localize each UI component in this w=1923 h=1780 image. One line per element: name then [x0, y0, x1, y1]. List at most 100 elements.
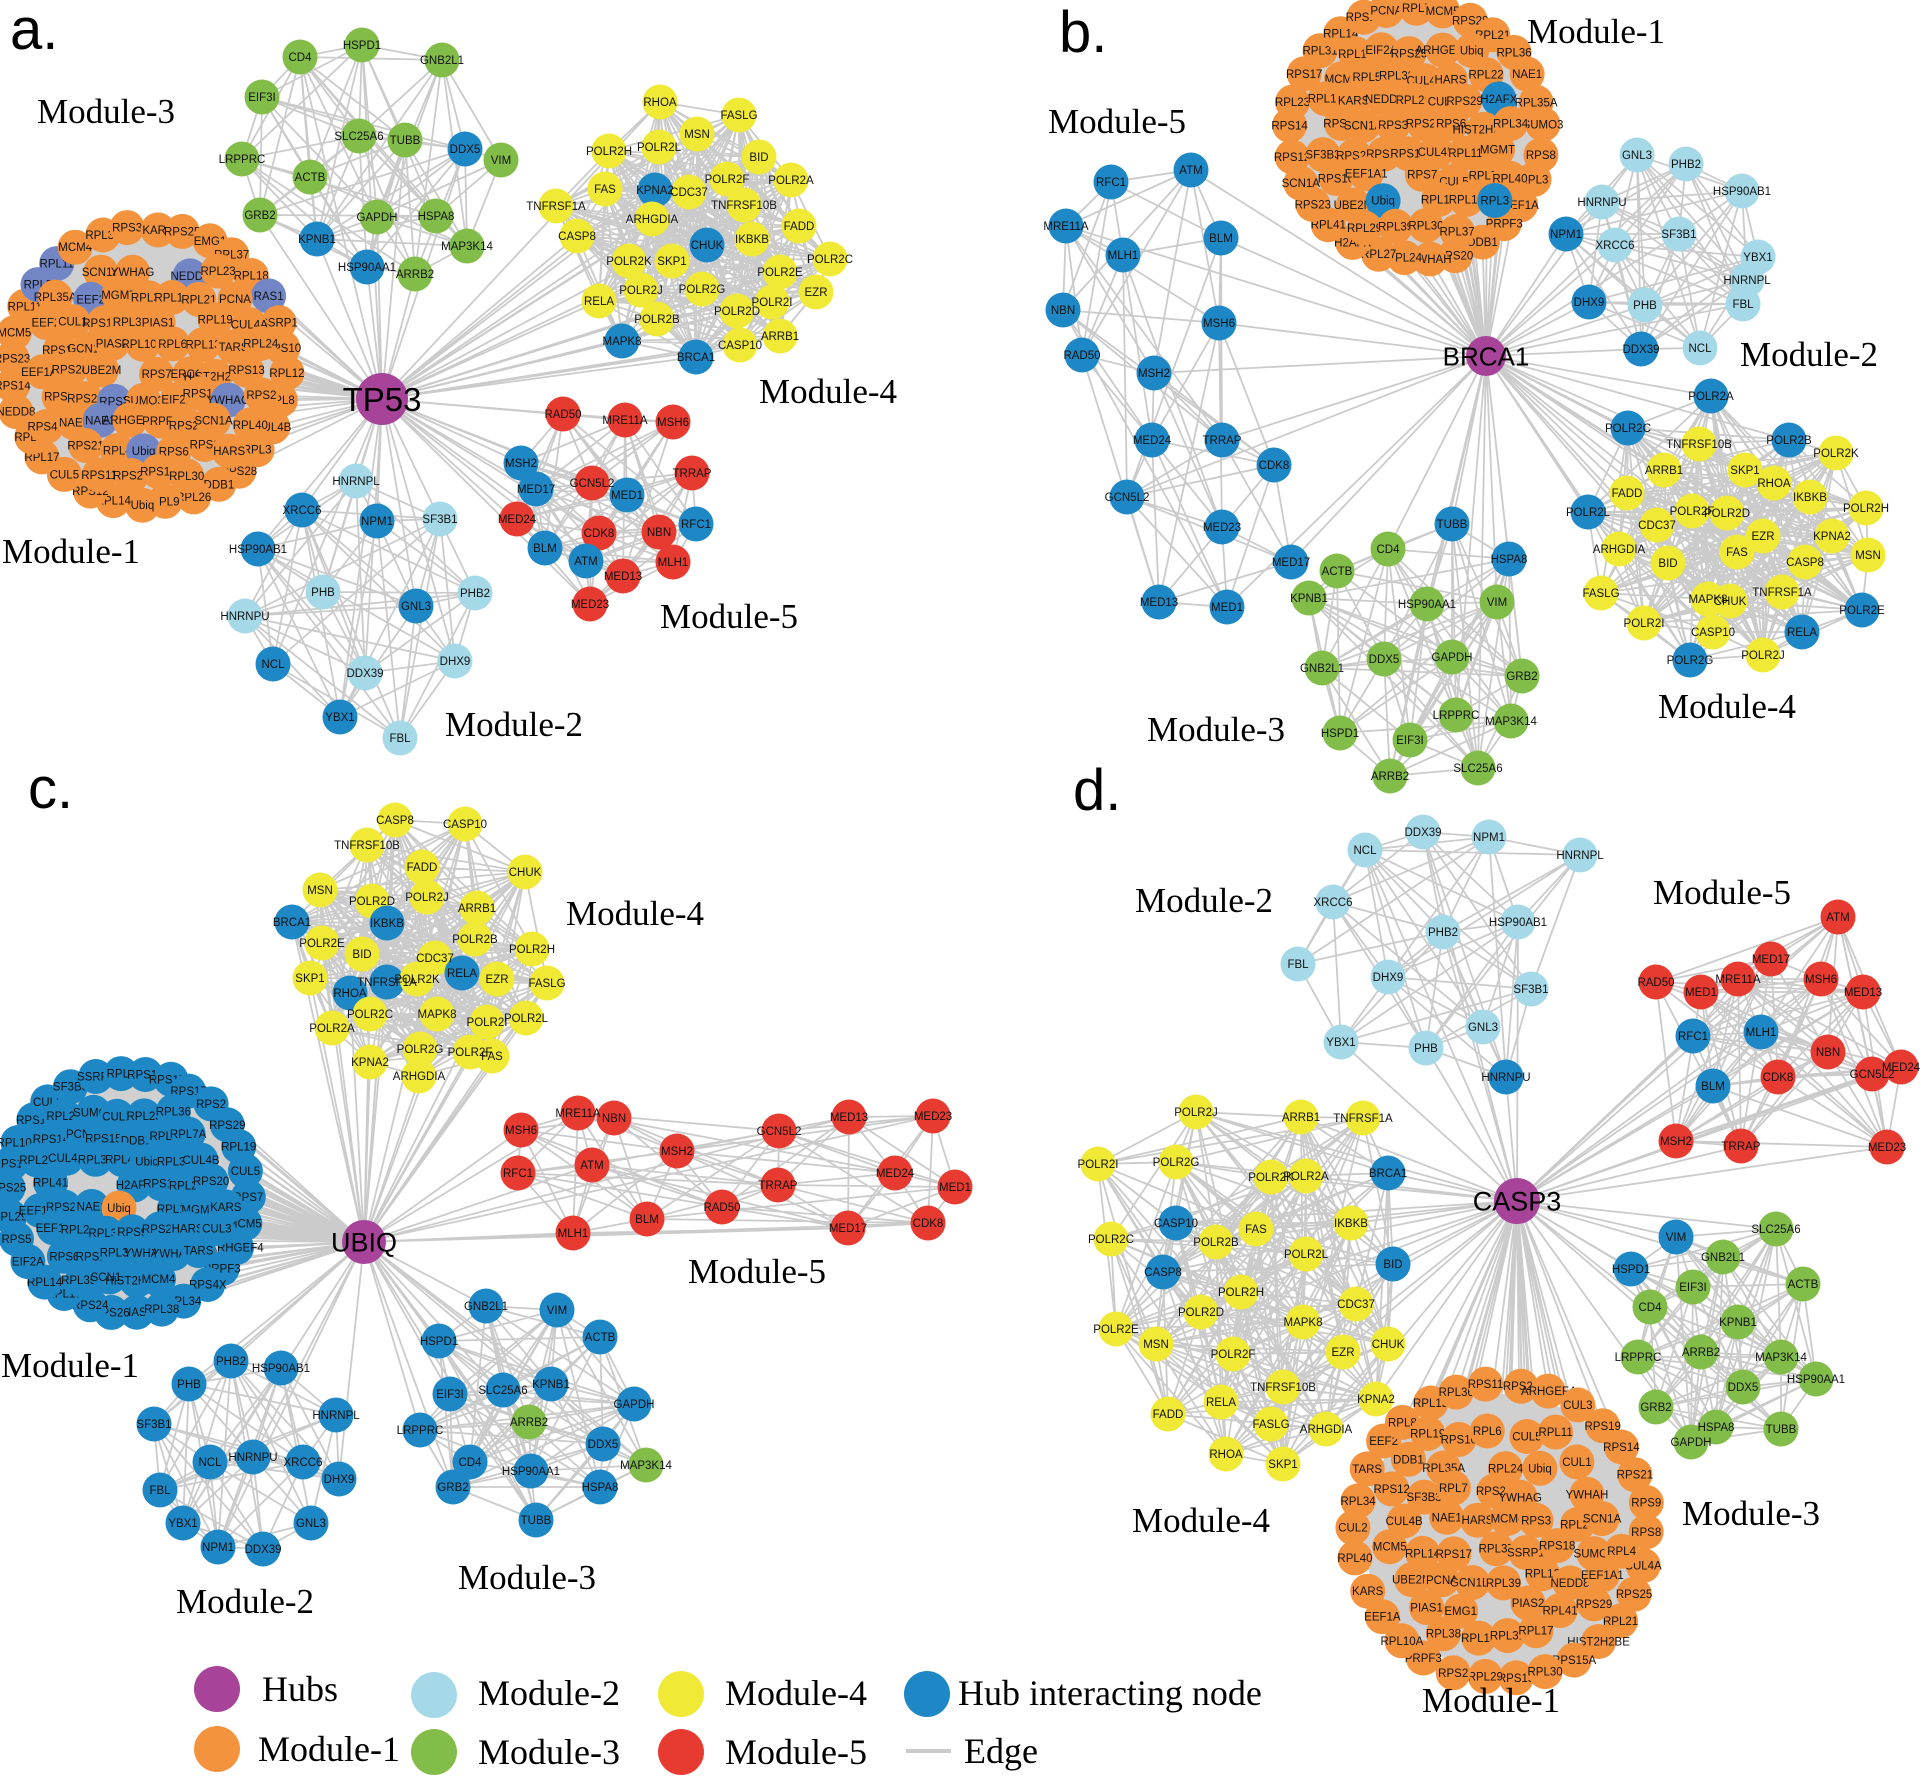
svg-text:XRCC6: XRCC6: [283, 505, 322, 517]
svg-text:PHB: PHB: [1633, 300, 1657, 312]
svg-text:FADD: FADD: [1153, 1409, 1184, 1421]
svg-text:PCNA: PCNA: [1426, 1575, 1458, 1587]
svg-text:CASP8: CASP8: [558, 231, 596, 243]
svg-text:RPS24: RPS24: [52, 364, 89, 376]
svg-text:KARS: KARS: [1352, 1586, 1384, 1598]
svg-text:DDX39: DDX39: [1622, 344, 1659, 356]
svg-text:GRB2: GRB2: [244, 210, 275, 222]
svg-text:MSH2: MSH2: [1660, 1136, 1692, 1148]
svg-text:RPS27: RPS27: [1503, 1381, 1539, 1393]
svg-text:TNFRSF10B: TNFRSF10B: [1250, 1382, 1316, 1394]
svg-text:RPL36: RPL36: [156, 1106, 191, 1118]
svg-text:ACTB: ACTB: [295, 172, 326, 184]
svg-text:FAS: FAS: [594, 184, 616, 196]
svg-text:a.: a.: [10, 0, 58, 62]
svg-text:FBL: FBL: [1732, 299, 1754, 311]
svg-text:RPL41: RPL41: [1311, 220, 1346, 232]
svg-text:MLH1: MLH1: [1746, 1027, 1777, 1039]
svg-text:MAP3K14: MAP3K14: [620, 1460, 672, 1472]
svg-text:HSP90AA1: HSP90AA1: [1787, 1374, 1845, 1386]
svg-text:ARRB2: ARRB2: [396, 269, 434, 281]
svg-text:RPL12: RPL12: [269, 368, 304, 380]
svg-text:POLR2L: POLR2L: [1566, 507, 1611, 519]
svg-text:POLR2H: POLR2H: [586, 146, 632, 158]
svg-text:RPL22: RPL22: [1469, 70, 1504, 82]
svg-text:MAP3K14: MAP3K14: [1485, 716, 1537, 728]
svg-text:RPL6: RPL6: [158, 339, 187, 351]
svg-text:Module-2: Module-2: [176, 1582, 314, 1621]
svg-text:CUL5: CUL5: [231, 1166, 260, 1178]
svg-text:FBL: FBL: [149, 1485, 171, 1497]
svg-text:KPNB1: KPNB1: [532, 1379, 570, 1391]
svg-text:SCN1A: SCN1A: [194, 415, 233, 427]
svg-text:POLR2B: POLR2B: [634, 314, 680, 326]
svg-text:POLR2E: POLR2E: [1093, 1324, 1139, 1336]
svg-text:PHB2: PHB2: [1428, 927, 1458, 939]
svg-text:Ubiq: Ubiq: [1460, 46, 1484, 58]
svg-text:RPL39: RPL39: [157, 1156, 192, 1168]
svg-text:KPNA2: KPNA2: [1357, 1394, 1395, 1406]
svg-text:BID: BID: [1658, 558, 1677, 570]
svg-text:RPL39: RPL39: [1378, 221, 1413, 233]
svg-text:POLR2F: POLR2F: [448, 1047, 493, 1059]
svg-text:PIAS2: PIAS2: [96, 339, 129, 351]
svg-text:MSN: MSN: [1855, 550, 1881, 562]
svg-text:EIF3I: EIF3I: [1396, 735, 1423, 747]
svg-text:POLR2J: POLR2J: [1174, 1107, 1217, 1119]
svg-text:GCN5L2: GCN5L2: [1105, 492, 1150, 504]
svg-text:RPS29: RPS29: [1446, 96, 1482, 108]
svg-text:HSPA8: HSPA8: [1491, 554, 1528, 566]
svg-text:EZR: EZR: [805, 287, 828, 299]
svg-text:RPL7: RPL7: [1439, 1483, 1468, 1495]
svg-text:GRB2: GRB2: [1506, 671, 1537, 683]
svg-text:RPL35A: RPL35A: [34, 292, 77, 304]
svg-text:RPS2: RPS2: [1438, 1668, 1468, 1680]
svg-text:FAS: FAS: [481, 1051, 503, 1063]
svg-text:d.: d.: [1073, 758, 1121, 823]
svg-text:PIAS1: PIAS1: [1410, 1603, 1443, 1615]
svg-text:ARRB1: ARRB1: [458, 903, 496, 915]
svg-text:MSN: MSN: [684, 129, 710, 141]
svg-text:CD4: CD4: [1376, 544, 1400, 556]
svg-text:MED24: MED24: [876, 1168, 915, 1180]
svg-text:MED1: MED1: [1211, 602, 1243, 614]
svg-text:MAP3K14: MAP3K14: [441, 241, 493, 253]
svg-text:RPL17: RPL17: [24, 452, 59, 464]
svg-text:TNFRSF10B: TNFRSF10B: [711, 200, 777, 212]
svg-text:MSN: MSN: [307, 885, 333, 897]
svg-text:Module-5: Module-5: [725, 1732, 867, 1772]
svg-text:FAS: FAS: [1726, 547, 1748, 559]
svg-text:SKP1: SKP1: [295, 973, 324, 985]
svg-text:HSP90AB1: HSP90AB1: [1713, 186, 1771, 198]
svg-text:RPL38: RPL38: [1426, 1629, 1461, 1641]
svg-text:BLM: BLM: [635, 1214, 659, 1226]
svg-text:RPL11: RPL11: [1538, 1427, 1572, 1439]
svg-text:Module-3: Module-3: [458, 1558, 596, 1597]
svg-text:YBX1: YBX1: [1743, 252, 1772, 264]
svg-text:TRRAP: TRRAP: [1722, 1141, 1761, 1153]
svg-text:DHX9: DHX9: [324, 1474, 355, 1486]
svg-text:Module-3: Module-3: [37, 92, 175, 131]
svg-text:EIF3I: EIF3I: [436, 1389, 463, 1401]
svg-text:EEF1A1: EEF1A1: [1345, 169, 1388, 181]
svg-text:RPL40: RPL40: [233, 420, 268, 432]
svg-text:FASLG: FASLG: [720, 110, 757, 122]
svg-text:RFC1: RFC1: [1096, 177, 1126, 189]
svg-text:HSPD1: HSPD1: [1321, 728, 1359, 740]
svg-text:TARS: TARS: [219, 342, 249, 354]
svg-text:PRPF3: PRPF3: [1405, 1653, 1442, 1665]
svg-text:ATM: ATM: [1179, 165, 1202, 177]
svg-text:EEF2: EEF2: [76, 294, 105, 306]
svg-text:Module-4: Module-4: [759, 372, 897, 411]
svg-text:CUL1: CUL1: [58, 317, 87, 329]
svg-text:RPL21: RPL21: [181, 294, 216, 306]
svg-text:POLR2B: POLR2B: [1766, 435, 1812, 447]
svg-text:HARS: HARS: [213, 446, 245, 458]
svg-text:RPS8: RPS8: [1526, 150, 1556, 162]
svg-text:NAE1: NAE1: [77, 1201, 107, 1213]
svg-text:RPS29: RPS29: [67, 394, 103, 406]
svg-text:PHB2: PHB2: [1671, 159, 1701, 171]
svg-text:RPS18: RPS18: [183, 389, 219, 401]
svg-text:FADD: FADD: [1612, 488, 1643, 500]
svg-text:Ubiq: Ubiq: [135, 1157, 159, 1169]
